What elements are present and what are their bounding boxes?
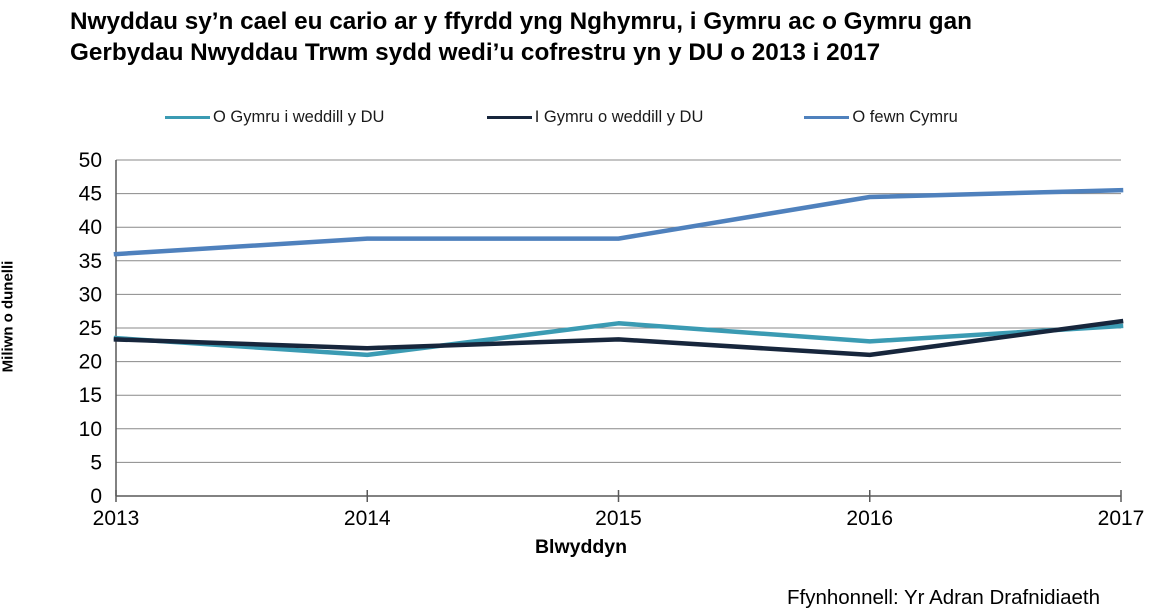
- svg-text:5: 5: [90, 451, 102, 474]
- svg-text:2014: 2014: [344, 507, 391, 530]
- svg-text:35: 35: [79, 250, 102, 273]
- svg-text:45: 45: [79, 183, 102, 206]
- svg-text:2017: 2017: [1098, 507, 1145, 530]
- svg-text:15: 15: [79, 384, 102, 407]
- svg-text:0: 0: [90, 485, 102, 508]
- svg-text:20: 20: [79, 351, 102, 374]
- svg-text:30: 30: [79, 283, 102, 306]
- svg-text:40: 40: [79, 216, 102, 239]
- svg-text:50: 50: [79, 149, 102, 172]
- svg-text:25: 25: [79, 317, 102, 340]
- svg-text:2013: 2013: [93, 507, 140, 530]
- svg-text:2015: 2015: [595, 507, 642, 530]
- svg-text:10: 10: [79, 418, 102, 441]
- svg-text:2016: 2016: [846, 507, 893, 530]
